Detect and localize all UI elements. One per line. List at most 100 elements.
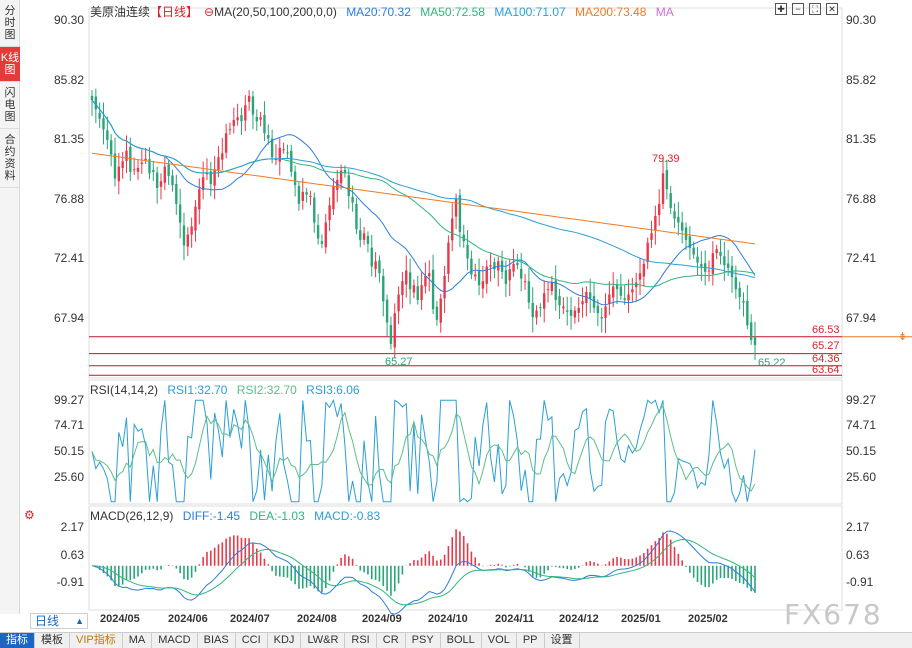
candle-body xyxy=(355,203,358,230)
candle-body xyxy=(228,129,232,131)
tab-ma[interactable]: MA xyxy=(123,633,153,648)
fullscreen-icon[interactable]: ⛶ xyxy=(809,3,821,15)
macd-header: MACD(26,12,9) DIFF:-1.45 DEA:-1.03 MACD:… xyxy=(90,509,386,523)
tool-icons: ✚ − ⛶ ✕ xyxy=(775,3,838,15)
tab-bias[interactable]: BIAS xyxy=(198,633,236,648)
macd-settings[interactable]: MACD(26,12,9) xyxy=(90,509,174,523)
candle-body xyxy=(362,233,366,240)
rsi-axis-left-label: 50.15 xyxy=(53,444,84,458)
candle-body xyxy=(232,119,235,126)
candle-body xyxy=(94,96,98,110)
price-axis-left-label: 72.41 xyxy=(53,251,84,265)
tab-cr[interactable]: CR xyxy=(377,633,406,648)
candle-body xyxy=(669,193,672,208)
ma-settings[interactable]: MA(20,50,100,200,0,0) xyxy=(214,5,337,19)
candle-body xyxy=(512,263,515,272)
rail-tab-contract[interactable]: 合约资料 xyxy=(0,129,20,188)
candle-body xyxy=(596,305,600,314)
candle-body xyxy=(366,235,370,244)
tab-vip-indicators[interactable]: VIP指标 xyxy=(70,633,123,648)
chart-canvas[interactable] xyxy=(0,0,912,632)
diff-value: DIFF:-1.45 xyxy=(182,509,241,523)
date-label: 2025/01 xyxy=(621,613,661,625)
candle-body xyxy=(198,189,201,210)
ma20-line xyxy=(91,99,756,306)
candle-body xyxy=(420,285,423,300)
candle-body xyxy=(592,296,596,308)
close-icon[interactable]: ✕ xyxy=(826,3,838,15)
candle-body xyxy=(531,302,534,318)
candle-body xyxy=(734,277,738,290)
macd-axis-left-label: 2.17 xyxy=(60,520,84,534)
tab-vol[interactable]: VOL xyxy=(482,633,517,648)
candle-body xyxy=(339,170,343,184)
date-label: 2024/06 xyxy=(168,613,208,625)
rsi-axis-right-label: 74.71 xyxy=(846,418,877,432)
hline-label: 66.53 xyxy=(812,324,840,336)
candle-body xyxy=(359,230,362,240)
candle-body xyxy=(152,169,155,172)
candle-body xyxy=(109,140,113,155)
candle-body xyxy=(470,258,473,275)
candle-body xyxy=(106,130,109,140)
candle-body xyxy=(209,171,213,184)
candle-body xyxy=(707,270,711,272)
candle-body xyxy=(646,242,649,263)
candle-body xyxy=(316,225,320,239)
current-price-marker-icon: ⇟ xyxy=(898,331,908,343)
tab-settings[interactable]: 设置 xyxy=(545,633,580,648)
candle-body xyxy=(125,150,128,161)
rail-tab-timeshare[interactable]: 分时图 xyxy=(0,0,20,47)
low-price-tag-right: 65.22 xyxy=(758,357,786,369)
settings-icon[interactable]: ⊖ xyxy=(204,5,215,19)
macd-axis-right-label: -0.91 xyxy=(846,575,874,589)
tab-lwr[interactable]: LW&R xyxy=(301,633,346,648)
period-select[interactable]: 日线 ▲ xyxy=(30,613,88,629)
tab-rsi[interactable]: RSI xyxy=(345,633,377,648)
tab-cci[interactable]: CCI xyxy=(236,633,268,648)
candle-body xyxy=(443,275,446,299)
ma100-value: MA100:71.07 xyxy=(494,5,566,19)
candle-body xyxy=(535,310,538,318)
candle-body xyxy=(604,306,607,318)
candle-body xyxy=(451,218,454,241)
date-label: 2024/09 xyxy=(362,613,402,625)
tab-macd[interactable]: MACD xyxy=(152,633,198,648)
tab-indicators[interactable]: 指标 xyxy=(0,633,35,648)
candle-body xyxy=(631,289,634,293)
expand-icon[interactable]: ✚ xyxy=(775,3,787,15)
indicator-settings-icon[interactable]: ⚙ xyxy=(24,508,35,522)
candle-body xyxy=(393,313,396,348)
candle-body xyxy=(236,117,239,121)
candle-body xyxy=(121,161,124,168)
candle-body xyxy=(117,166,121,182)
candle-body xyxy=(485,266,488,284)
shrink-icon[interactable]: − xyxy=(792,3,804,15)
price-axis-right-label: 90.30 xyxy=(846,13,877,27)
price-axis-right-label: 76.88 xyxy=(846,192,877,206)
tab-templates[interactable]: 模板 xyxy=(35,633,70,648)
date-label: 2024/08 xyxy=(297,613,337,625)
tab-boll[interactable]: BOLL xyxy=(441,633,482,648)
candle-body xyxy=(723,256,726,266)
tab-psy[interactable]: PSY xyxy=(406,633,441,648)
candle-body xyxy=(516,262,519,266)
chart-header: 美原油连续【日线】 ⊖MA(20,50,100,200,0,0) MA20:70.… xyxy=(90,3,680,19)
candle-body xyxy=(665,170,669,190)
candle-body xyxy=(336,179,339,190)
candle-body xyxy=(270,138,274,158)
candle-body xyxy=(343,169,347,174)
tab-pp[interactable]: PP xyxy=(517,633,545,648)
rail-tab-flash[interactable]: 闪电图 xyxy=(0,82,20,129)
candle-body xyxy=(328,205,331,221)
candle-body xyxy=(182,225,186,246)
rail-tab-kline[interactable]: K线图 xyxy=(0,47,20,82)
tab-kdj[interactable]: KDJ xyxy=(268,633,302,648)
candle-body xyxy=(719,251,722,256)
low-price-tag-left: 65.27 xyxy=(385,356,413,368)
rsi-settings[interactable]: RSI(14,14,2) xyxy=(90,383,159,397)
candle-body xyxy=(638,273,642,280)
price-axis-left-label: 81.35 xyxy=(53,132,84,146)
candle-body xyxy=(132,169,136,171)
candle-body xyxy=(715,249,718,254)
